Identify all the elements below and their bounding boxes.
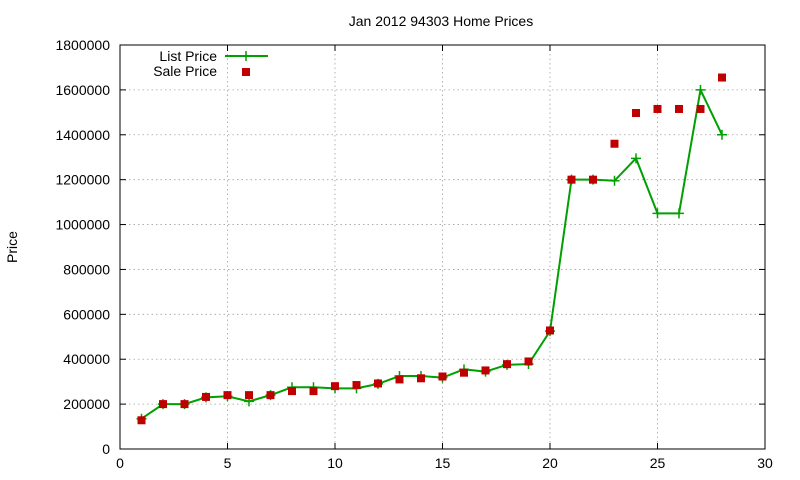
sale-price-point	[718, 73, 726, 82]
y-tick-label: 600000	[63, 306, 110, 322]
legend-marker-list-price	[241, 51, 251, 61]
sale-price-point	[180, 400, 189, 409]
grid-lines	[120, 45, 765, 449]
sale-price-point	[696, 104, 705, 113]
chart-title: Jan 2012 94303 Home Prices	[349, 13, 533, 29]
sale-price-point	[524, 357, 533, 366]
y-tick-label: 1800000	[55, 37, 110, 53]
y-tick-label: 400000	[63, 351, 110, 367]
sale-price-point	[223, 391, 232, 400]
legend-label-list-price: List Price	[159, 48, 217, 64]
sale-price-point	[567, 175, 576, 184]
sale-price-point	[137, 416, 146, 425]
sale-price-point	[331, 382, 339, 391]
sale-price-series	[137, 73, 726, 425]
list-price-point	[695, 84, 706, 95]
legend-marker-sale-price	[242, 68, 250, 76]
sale-price-point	[374, 379, 382, 388]
y-axis-label: Price	[4, 231, 20, 263]
sale-price-point	[417, 374, 425, 383]
sale-price-point	[352, 381, 361, 390]
y-tick-label: 1200000	[55, 172, 110, 188]
sale-price-point	[481, 366, 490, 375]
sale-price-point	[460, 368, 468, 377]
sale-price-point	[202, 392, 210, 401]
list-price-point	[609, 175, 620, 186]
x-tick-label: 5	[224, 455, 232, 471]
y-tick-label: 1400000	[55, 127, 110, 143]
x-tick-label: 30	[757, 455, 773, 471]
y-tick-label: 1600000	[55, 82, 110, 98]
sale-price-point	[675, 104, 683, 113]
plot-frame	[119, 44, 766, 450]
sale-price-point	[632, 109, 640, 118]
list-price-point	[717, 129, 727, 140]
list-price-point	[674, 208, 684, 219]
list-price-point	[631, 153, 641, 164]
y-tick-label: 1000000	[55, 217, 110, 233]
sale-price-point	[438, 372, 447, 381]
sale-price-point	[395, 375, 404, 384]
sale-price-point	[266, 391, 275, 400]
legend-label-sale-price: Sale Price	[153, 63, 217, 79]
sale-price-point	[610, 139, 619, 148]
sale-price-point	[546, 326, 554, 335]
sale-price-point	[589, 175, 597, 184]
y-tick-label: 200000	[63, 396, 110, 412]
sale-price-point	[288, 387, 296, 396]
sale-price-point	[309, 387, 318, 396]
y-tick-label: 800000	[63, 261, 110, 277]
x-tick-label: 10	[327, 455, 343, 471]
x-tick-label: 20	[542, 455, 558, 471]
sale-price-point	[159, 400, 167, 409]
x-tick-label: 25	[650, 455, 666, 471]
list-price-line	[140, 86, 723, 420]
list-price-series	[136, 84, 727, 424]
sale-price-point	[245, 391, 253, 400]
sale-price-point	[653, 104, 662, 113]
sale-price-point	[503, 360, 511, 369]
list-price-point	[652, 208, 663, 219]
y-tick-label: 0	[102, 441, 110, 457]
x-tick-label: 0	[116, 455, 124, 471]
axis-ticks: 0 5 10 15 20 25 30 0 200000 400000 600000 800000 100…	[55, 37, 773, 471]
x-tick-label: 15	[435, 455, 451, 471]
